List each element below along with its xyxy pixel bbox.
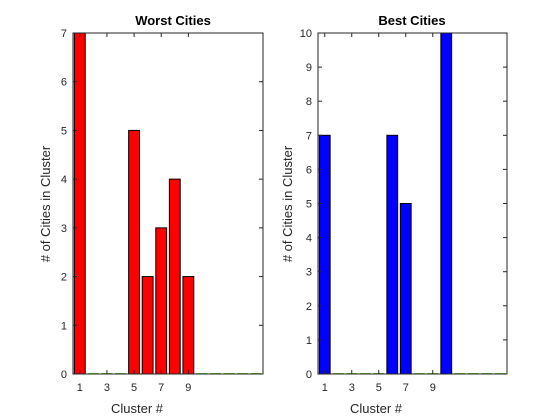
worst-cities-y-tick-label: 4 [61,174,67,186]
worst-cities-y-tick-label: 7 [61,28,67,40]
best-cities-y-tick-label: 5 [306,199,312,211]
worst-cities-axes-box [72,32,264,375]
best-cities-y-tick-label: 1 [306,335,312,347]
best-cities-bar-10 [440,32,453,375]
best-cities-x-tick-label: 5 [376,382,382,394]
worst-cities-title: Worst Cities [135,13,211,28]
best-cities-y-tick-label: 6 [306,164,312,176]
worst-cities-x-tick-label: 1 [77,382,83,394]
best-cities-y-tick-label: 8 [306,96,312,108]
worst-cities-bar-6 [141,276,154,375]
worst-cities-y-tick-label: 1 [61,320,67,332]
best-cities-title: Best Cities [378,13,445,28]
worst-cities-x-tick-label: 3 [104,382,110,394]
best-cities-x-tick-label: 1 [322,382,328,394]
best-cities-y-tick-label: 3 [306,267,312,279]
worst-cities-y-tick-label: 2 [61,272,67,284]
best-cities-y-tick-label: 4 [306,233,312,245]
worst-cities-y-axis-label: # of Cities in Cluster [38,145,53,262]
best-cities-chart: Best Cities Cluster # # of Cities in Clu… [280,13,508,416]
best-cities-y-tick-label: 0 [306,369,312,381]
worst-cities-x-tick-label: 9 [185,382,191,394]
best-cities-x-axis-label: Cluster # [350,401,403,416]
worst-cities-x-axis-label: Cluster # [111,401,164,416]
best-cities-x-tick-label: 7 [403,382,409,394]
worst-cities-bar-7 [155,227,168,375]
worst-cities-chart: Worst Cities Cluster # # of Cities in Cl… [38,13,264,416]
worst-cities-x-tick-label: 5 [131,382,137,394]
worst-cities-bar-5 [128,129,140,375]
best-cities-bar-7 [399,203,412,375]
worst-cities-bar-1 [73,32,86,375]
best-cities-bar-6 [386,134,399,375]
best-cities-y-tick-label: 7 [306,130,312,142]
best-cities-x-tick-label: 9 [430,382,436,394]
worst-cities-x-tick-label: 7 [158,382,164,394]
best-cities-y-tick-label: 2 [306,301,312,313]
worst-cities-y-tick-label: 5 [61,125,67,137]
best-cities-y-tick-label: 10 [300,28,312,40]
worst-cities-bar-9 [182,276,195,375]
best-cities-y-tick-label: 9 [306,62,312,74]
worst-cities-bar-8 [168,178,181,375]
worst-cities-y-tick-label: 6 [61,77,67,89]
worst-cities-y-tick-label: 3 [61,223,67,235]
best-cities-x-tick-label: 3 [349,382,355,394]
best-cities-bar-1 [318,134,331,375]
best-cities-y-axis-label: # of Cities in Cluster [280,145,295,262]
worst-cities-y-tick-label: 0 [61,369,67,381]
